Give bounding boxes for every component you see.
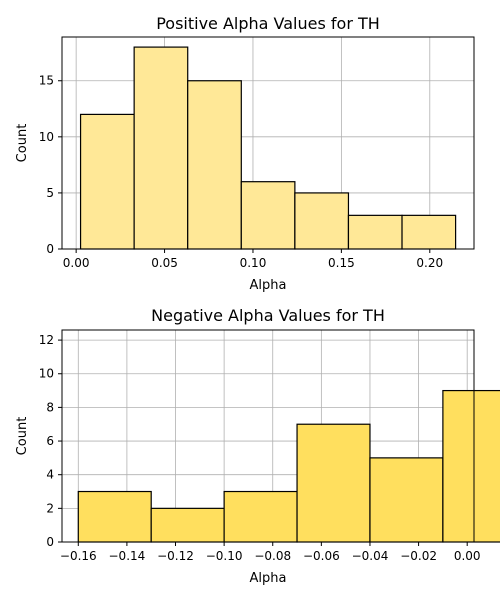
- x-axis-label: Alpha: [250, 571, 287, 586]
- y-tick-label: 5: [46, 186, 54, 200]
- x-tick-label: 0.00: [63, 256, 90, 270]
- histogram-bar: [150, 507, 225, 543]
- negative-alpha-histogram: Negative Alpha Values for TH Alpha Count…: [15, 306, 500, 586]
- y-axis-label: Count: [15, 417, 30, 456]
- histogram-bar: [369, 457, 444, 543]
- plot-frame: [61, 36, 475, 250]
- y-tick-label: 10: [39, 367, 54, 381]
- y-tick-label: 15: [39, 74, 54, 88]
- chart-title: Positive Alpha Values for TH: [156, 14, 380, 33]
- histogram-bar: [401, 214, 457, 250]
- bars: [77, 389, 500, 543]
- y-tick-label: 12: [39, 333, 54, 347]
- x-tick-label: −0.10: [206, 549, 243, 563]
- histogram-bar: [296, 423, 371, 543]
- histogram-bar: [187, 80, 242, 250]
- x-tick-label: −0.08: [254, 549, 291, 563]
- x-tick-label: 0.00: [454, 549, 481, 563]
- x-tick-label: −0.06: [303, 549, 340, 563]
- x-tick-label: −0.12: [157, 549, 194, 563]
- x-tick-label: −0.16: [60, 549, 97, 563]
- histogram-bar: [347, 214, 403, 250]
- x-tick-label: −0.02: [400, 549, 437, 563]
- bars: [79, 46, 457, 250]
- histogram-bar: [442, 389, 500, 543]
- y-tick-label: 10: [39, 130, 54, 144]
- histogram-bar: [133, 46, 189, 250]
- x-tick-label: −0.14: [109, 549, 146, 563]
- y-tick-label: 6: [46, 434, 54, 448]
- x-axis-label: Alpha: [250, 278, 287, 293]
- x-tick-label: 0.15: [328, 256, 355, 270]
- x-tick-label: 0.10: [240, 256, 267, 270]
- plot-frame: [61, 329, 475, 543]
- x-ticks: −0.16 −0.14 −0.12 −0.10 −0.08 −0.06 −0.04 −0.02…: [60, 542, 481, 563]
- y-ticks: 0 2 4 6 8 10 12: [39, 333, 62, 549]
- x-ticks: 0.00 0.05 0.10 0.15 0.20: [63, 249, 443, 270]
- y-tick-label: 2: [46, 501, 54, 515]
- histogram-bar: [77, 490, 152, 543]
- histogram-bar: [223, 490, 298, 543]
- y-axis-label: Count: [15, 124, 30, 163]
- y-tick-label: 8: [46, 400, 54, 414]
- y-ticks: 0 5 10 15: [39, 74, 62, 256]
- positive-alpha-histogram: Positive Alpha Values for TH Alpha Count…: [15, 14, 475, 293]
- chart-title: Negative Alpha Values for TH: [151, 306, 385, 325]
- y-tick-label: 4: [46, 468, 54, 482]
- histogram-bar: [294, 192, 350, 250]
- x-tick-label: −0.04: [352, 549, 389, 563]
- y-tick-label: 0: [46, 242, 54, 256]
- histogram-bar: [240, 181, 296, 250]
- histogram-bar: [79, 113, 135, 250]
- x-tick-label: 0.05: [151, 256, 178, 270]
- y-tick-label: 0: [46, 535, 54, 549]
- x-tick-label: 0.20: [416, 256, 443, 270]
